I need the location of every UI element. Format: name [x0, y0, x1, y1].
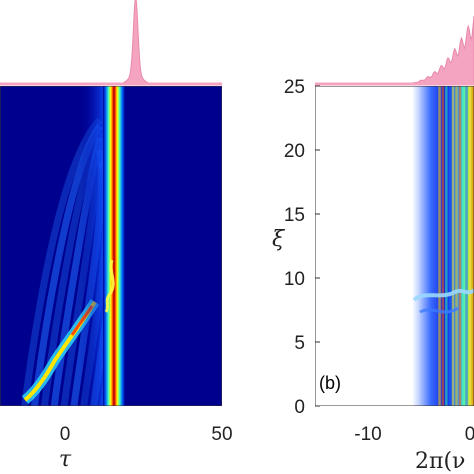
y-axis-b: 0 5 10 15 20 25	[284, 77, 320, 418]
x-axis-b: -10 0 2π(ν	[354, 424, 474, 474]
spectral-streak	[465, 86, 468, 406]
panel-label-b: (b)	[319, 373, 341, 393]
panel-b: (b) 0 5 10 15 20 25 ξ -10 0 2π(ν	[272, 16, 474, 474]
spectral-streak	[448, 86, 451, 406]
emission-wiggle	[104, 259, 115, 313]
profile-curve-b	[315, 16, 474, 85]
y-tick-label-b: 20	[284, 141, 305, 162]
spectral-streak	[462, 86, 465, 406]
x-axis-label-b: 2π(ν	[415, 449, 465, 474]
spectrum-streaks	[438, 86, 472, 406]
heatmap-a	[0, 86, 222, 406]
perturbation-b-2	[419, 306, 459, 314]
spectral-streak	[455, 86, 458, 406]
spectral-streak	[441, 86, 445, 406]
main-stripe	[103, 86, 125, 406]
tick-label-b-0: 0	[465, 424, 474, 445]
y-tick-label-b: 25	[284, 77, 305, 98]
y-tick-label-b: 15	[284, 205, 305, 226]
spectral-streak	[451, 86, 455, 406]
y-tick-label-b: 5	[294, 333, 305, 354]
tick-label-a-50: 50	[211, 424, 232, 445]
profile-curve-a	[0, 0, 222, 85]
y-tick-label-b: 0	[294, 397, 305, 418]
spectral-streak	[458, 86, 462, 406]
profile-a	[0, 0, 222, 86]
stripe-halo	[80, 86, 104, 406]
panel-a: 0 50 τ	[0, 0, 233, 472]
spectral-streak	[468, 86, 472, 406]
tick-label-a-0: 0	[60, 424, 71, 445]
spectral-streak	[445, 86, 448, 406]
tick-label-b-minus10: -10	[354, 424, 381, 445]
y-axis-label-b: ξ	[272, 227, 286, 252]
heatmap-b	[315, 86, 474, 406]
profile-b	[315, 16, 474, 86]
x-axis-a: 0 50 τ	[59, 424, 233, 472]
x-axis-label-a: τ	[59, 447, 72, 472]
y-tick-label-b: 10	[284, 269, 305, 290]
perturbation-b	[412, 288, 474, 302]
spectral-streak	[438, 86, 441, 406]
